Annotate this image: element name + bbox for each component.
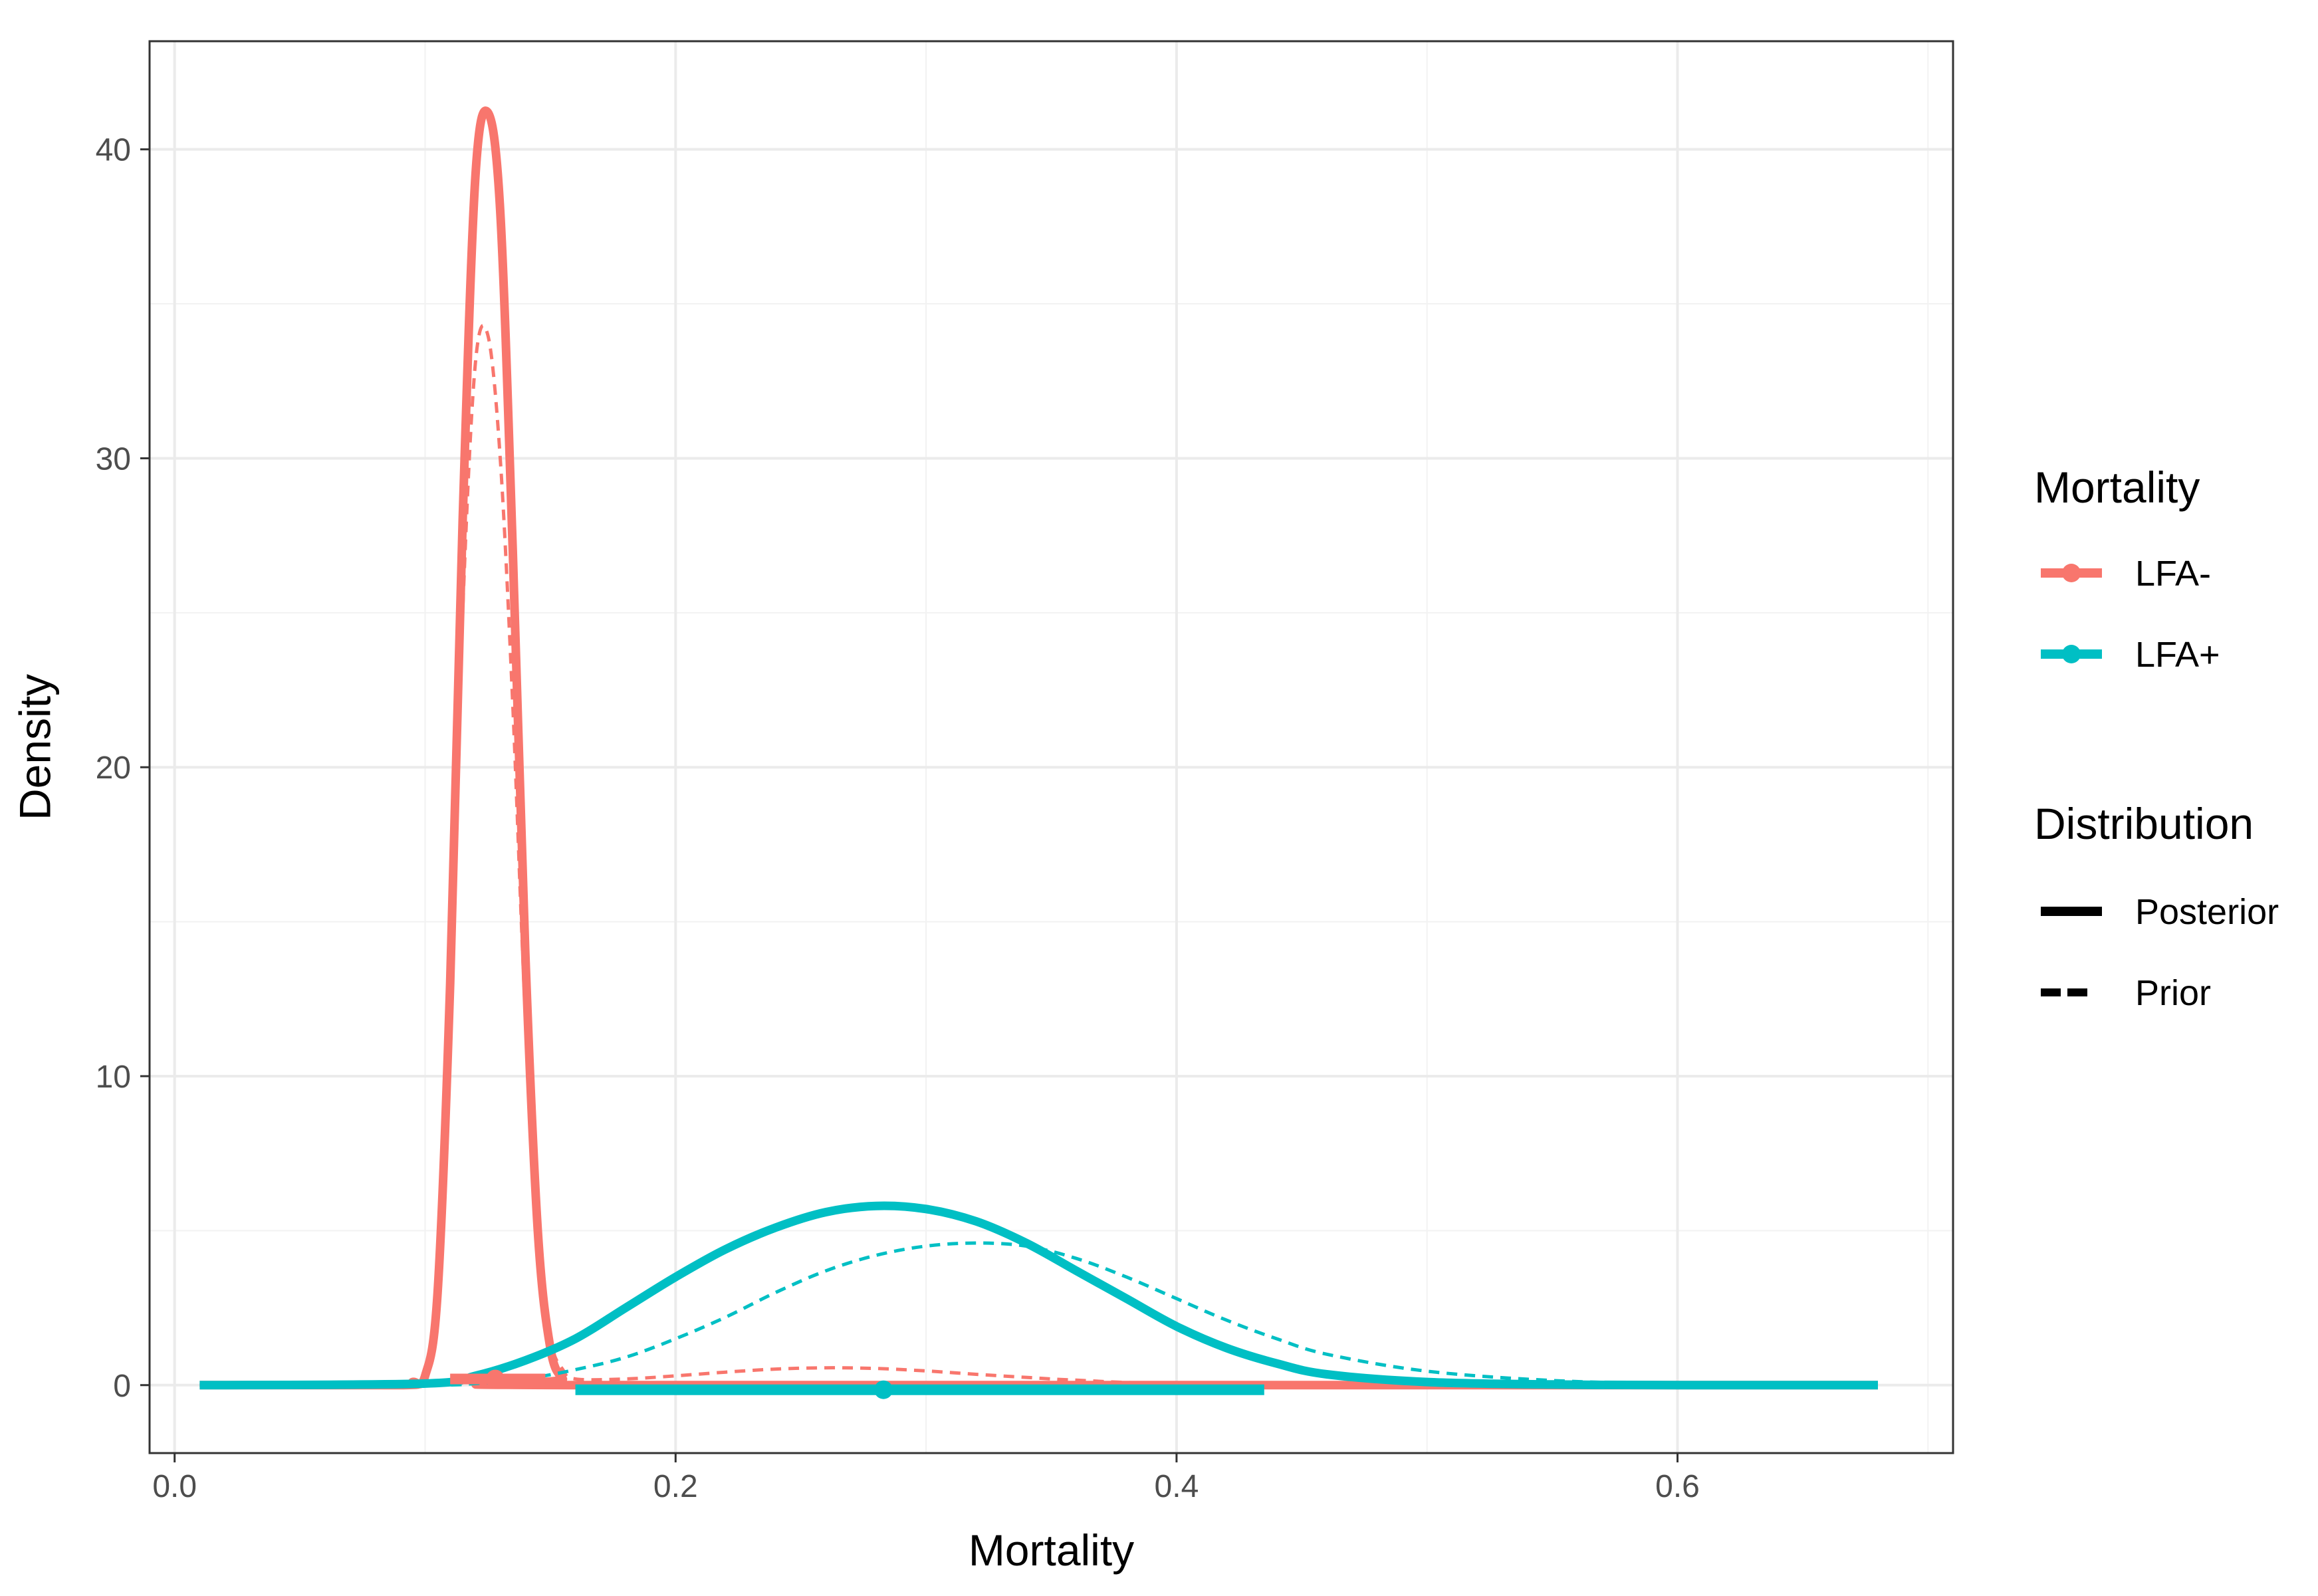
legend-key-point-lfa-minus xyxy=(2062,564,2081,582)
y-tick-label: 10 xyxy=(96,1060,131,1095)
y-tick-label: 30 xyxy=(96,441,131,477)
legend-title-distribution: Distribution xyxy=(2034,799,2254,848)
legend-label-prior: Prior xyxy=(2135,973,2211,1013)
legend-label-posterior: Posterior xyxy=(2135,892,2279,932)
plot-panel-border xyxy=(148,40,1954,1454)
x-tick-label: 0.2 xyxy=(653,1469,698,1504)
interval-bars xyxy=(450,1369,1264,1399)
density-curve-lfa-minus-prior xyxy=(199,324,1878,1387)
y-tick-label: 20 xyxy=(96,750,131,786)
y-tick-label: 0 xyxy=(113,1369,131,1404)
legend: Mortality LFA- LFA+ Distribution Posteri… xyxy=(2034,463,2279,1013)
legend-key-point-lfa-plus xyxy=(2062,645,2081,663)
y-axis-title: Density xyxy=(10,674,59,820)
legend-title-mortality: Mortality xyxy=(2034,463,2200,512)
x-axis-title: Mortality xyxy=(969,1526,1134,1575)
legend-label-lfa-plus: LFA+ xyxy=(2135,635,2220,675)
axes: 0.0 0.2 0.4 0.6 0 10 20 30 40 xyxy=(96,133,1700,1504)
density-curve-lfa-plus-posterior xyxy=(199,1201,1878,1390)
interval-point-lfa-plus xyxy=(874,1380,893,1399)
y-tick-label: 40 xyxy=(96,133,131,168)
x-tick-label: 0.6 xyxy=(1655,1469,1700,1504)
x-tick-label: 0.4 xyxy=(1155,1469,1199,1504)
x-tick-label: 0.0 xyxy=(152,1469,197,1504)
legend-label-lfa-minus: LFA- xyxy=(2135,554,2211,594)
interval-point-lfa-minus xyxy=(485,1369,505,1389)
